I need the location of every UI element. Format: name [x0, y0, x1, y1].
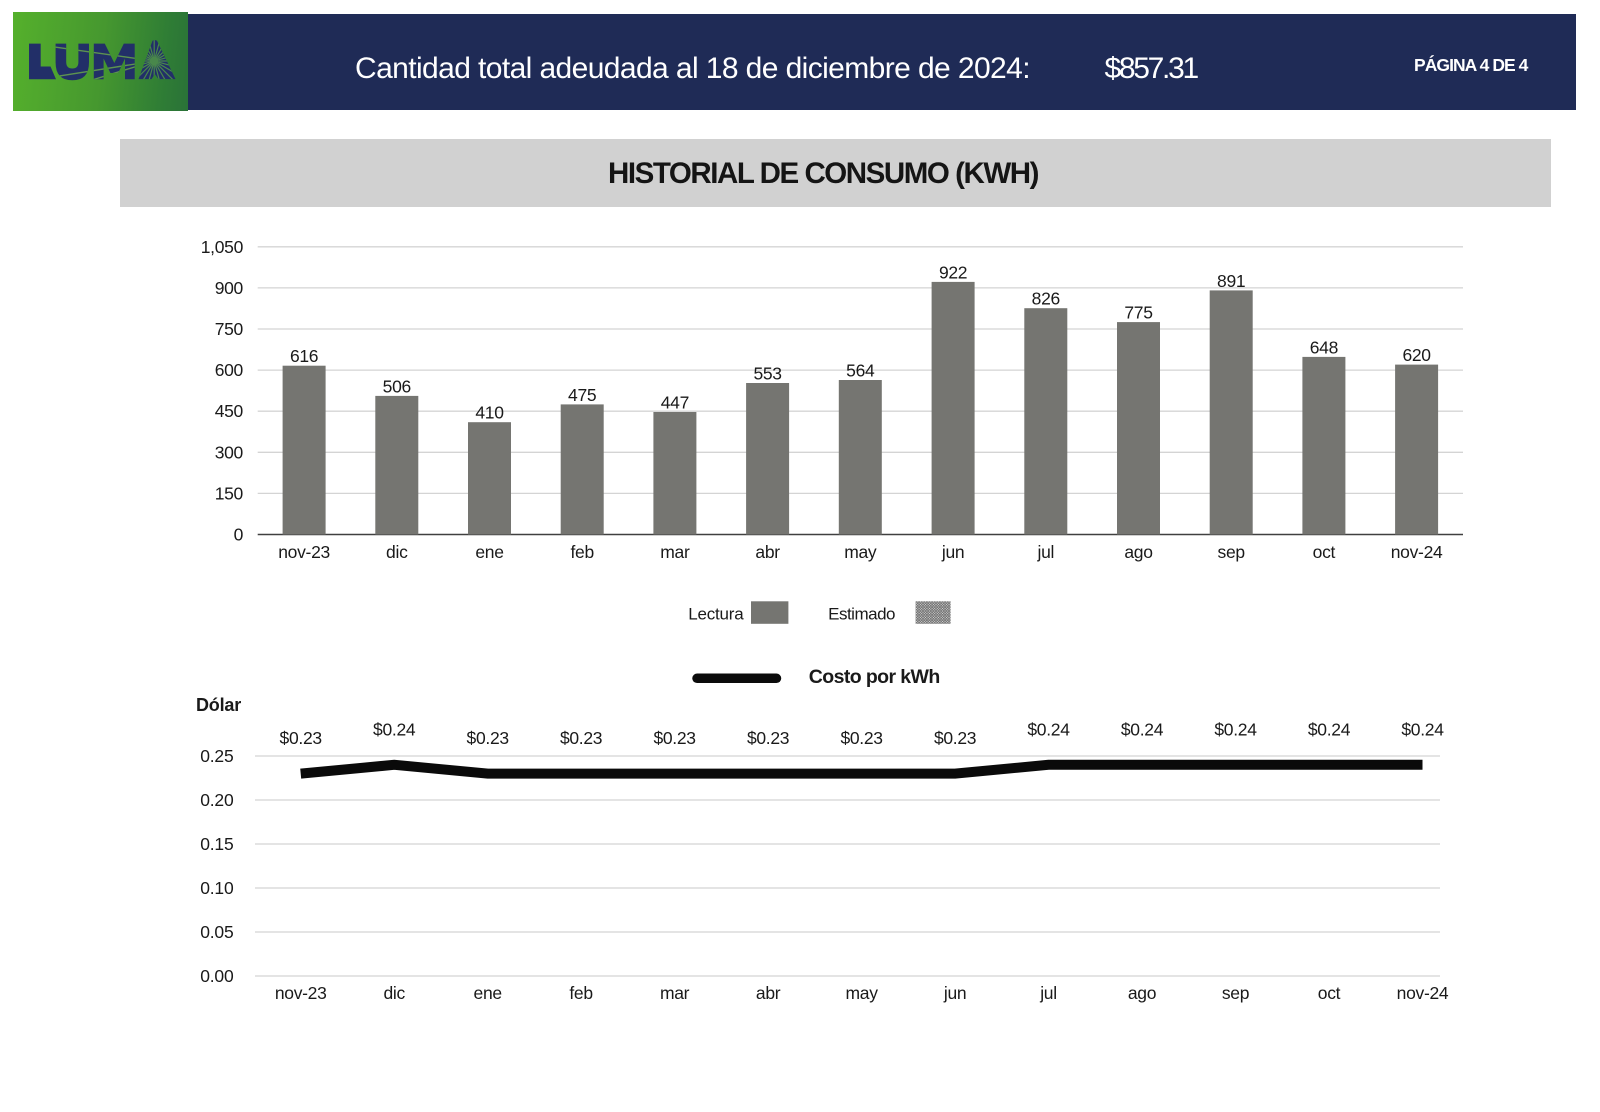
svg-text:nov-24: nov-24	[1397, 983, 1449, 1003]
svg-text:abr: abr	[755, 542, 780, 562]
svg-text:$0.23: $0.23	[280, 728, 322, 748]
svg-text:ago: ago	[1124, 542, 1152, 562]
svg-text:Costo por kWh: Costo por kWh	[809, 666, 940, 688]
svg-text:826: 826	[1032, 289, 1060, 309]
svg-text:mar: mar	[660, 542, 690, 562]
svg-text:sep: sep	[1218, 542, 1245, 562]
svg-text:$0.24: $0.24	[1121, 719, 1164, 739]
svg-text:Lectura: Lectura	[688, 605, 744, 624]
svg-text:Estimado: Estimado	[828, 605, 895, 624]
svg-text:$0.23: $0.23	[467, 728, 509, 748]
svg-text:0.00: 0.00	[200, 966, 234, 986]
svg-text:jul: jul	[1039, 983, 1057, 1003]
svg-text:feb: feb	[569, 983, 592, 1003]
svg-text:jun: jun	[943, 983, 966, 1003]
svg-text:mar: mar	[660, 983, 690, 1003]
svg-text:dic: dic	[383, 983, 405, 1003]
svg-text:$0.23: $0.23	[934, 728, 976, 748]
svg-text:nov-23: nov-23	[275, 983, 327, 1003]
svg-text:620: 620	[1402, 345, 1431, 365]
svg-text:0.05: 0.05	[200, 922, 233, 942]
svg-text:475: 475	[568, 385, 596, 405]
svg-text:1,050: 1,050	[201, 237, 244, 257]
svg-text:$0.23: $0.23	[560, 728, 602, 748]
svg-text:891: 891	[1217, 271, 1245, 291]
svg-text:648: 648	[1310, 337, 1338, 357]
svg-text:447: 447	[661, 392, 689, 412]
svg-text:775: 775	[1124, 303, 1152, 323]
svg-text:dic: dic	[386, 542, 408, 562]
svg-text:nov-24: nov-24	[1391, 542, 1443, 562]
svg-text:nov-23: nov-23	[278, 542, 330, 562]
svg-text:0.20: 0.20	[200, 790, 234, 810]
svg-text:ene: ene	[474, 983, 502, 1003]
svg-text:0.25: 0.25	[200, 746, 233, 766]
svg-text:0.10: 0.10	[200, 878, 234, 898]
svg-text:0.15: 0.15	[200, 834, 233, 854]
svg-text:506: 506	[383, 376, 411, 396]
svg-text:922: 922	[939, 262, 967, 282]
svg-text:900: 900	[215, 278, 244, 298]
svg-text:oct: oct	[1313, 542, 1336, 562]
svg-text:may: may	[846, 983, 879, 1003]
svg-text:abr: abr	[756, 983, 781, 1003]
svg-text:$0.24: $0.24	[373, 719, 416, 739]
svg-text:$0.24: $0.24	[1214, 719, 1257, 739]
svg-text:feb: feb	[570, 542, 593, 562]
svg-text:sep: sep	[1222, 983, 1249, 1003]
svg-text:may: may	[844, 542, 877, 562]
svg-text:Dólar: Dólar	[196, 695, 241, 715]
svg-text:564: 564	[846, 360, 875, 380]
svg-text:553: 553	[753, 363, 781, 383]
svg-text:ene: ene	[475, 542, 503, 562]
svg-text:600: 600	[215, 360, 244, 380]
svg-text:410: 410	[475, 403, 504, 423]
svg-text:oct: oct	[1318, 983, 1341, 1003]
svg-text:ago: ago	[1128, 983, 1156, 1003]
svg-text:jul: jul	[1036, 542, 1054, 562]
svg-text:0: 0	[234, 525, 244, 545]
svg-text:$0.23: $0.23	[747, 728, 789, 748]
svg-text:$0.23: $0.23	[653, 728, 695, 748]
svg-text:$0.23: $0.23	[840, 728, 882, 748]
svg-text:$0.24: $0.24	[1027, 719, 1070, 739]
svg-text:450: 450	[215, 401, 244, 421]
svg-text:jun: jun	[941, 542, 964, 562]
svg-text:616: 616	[290, 346, 318, 366]
svg-text:$0.24: $0.24	[1308, 719, 1351, 739]
svg-text:750: 750	[215, 319, 244, 339]
svg-text:$0.24: $0.24	[1401, 719, 1444, 739]
svg-text:150: 150	[215, 483, 244, 503]
svg-text:300: 300	[215, 442, 244, 462]
